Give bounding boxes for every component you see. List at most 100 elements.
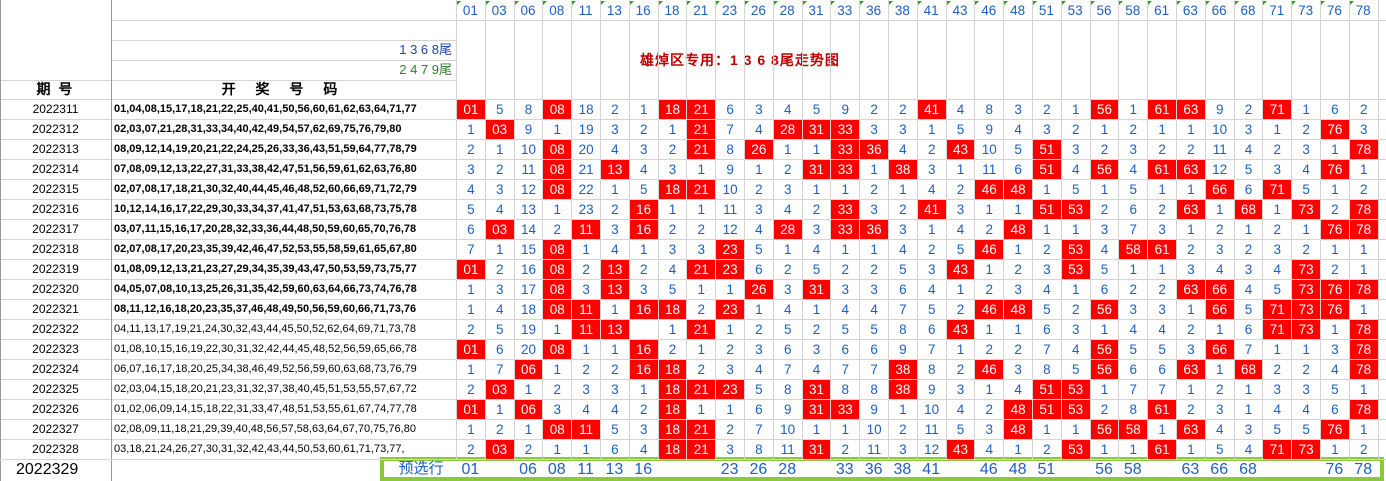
miss-count-cell: 2 <box>1158 282 1166 297</box>
miss-count-cell: 4 <box>668 262 677 277</box>
miss-count-cell: 6 <box>726 102 734 117</box>
miss-count-cell: 5 <box>927 302 936 317</box>
miss-count-cell: 2 <box>726 342 734 357</box>
miss-count-cell: 5 <box>812 262 821 277</box>
column-header-marker <box>1234 1 1239 5</box>
miss-count-cell: 1 <box>1071 102 1080 117</box>
miss-count-cell: 3 <box>1302 142 1310 157</box>
hit-cell: 31 <box>802 380 831 399</box>
column-header: 16 <box>635 3 651 18</box>
miss-count-cell: 2 <box>1100 142 1109 157</box>
column-header-marker <box>485 1 490 5</box>
hit-cell: 11 <box>572 220 600 239</box>
miss-count-cell: 1 <box>1158 182 1166 197</box>
miss-count-cell: 4 <box>812 242 821 257</box>
column-header: 06 <box>520 3 536 18</box>
column-header: 68 <box>1240 3 1256 18</box>
miss-count-cell: 2 <box>956 362 965 377</box>
miss-count-cell: 2 <box>1273 362 1282 377</box>
miss-count-cell: 3 <box>899 122 907 137</box>
miss-count-cell: 2 <box>582 262 590 277</box>
prediction-cell: 51 <box>1037 461 1056 478</box>
miss-count-cell: 5 <box>956 242 965 257</box>
period-cell: 2022323 <box>32 342 79 356</box>
miss-count-cell: 7 <box>726 122 734 137</box>
miss-count-cell: 9 <box>899 342 907 357</box>
miss-count-cell: 5 <box>1071 362 1080 377</box>
hit-cell: 03 <box>485 380 514 399</box>
miss-count-cell: 1 <box>553 322 562 337</box>
miss-count-cell: 3 <box>726 442 734 457</box>
miss-count-cell: 9 <box>783 402 792 417</box>
miss-count-cell: 1 <box>841 182 850 197</box>
miss-count-cell: 3 <box>1273 242 1282 257</box>
miss-count-cell: 1 <box>1014 202 1022 217</box>
miss-count-cell: 8 <box>1129 402 1138 417</box>
miss-count-cell: 11 <box>723 202 738 217</box>
miss-count-cell: 4 <box>783 102 792 117</box>
miss-count-cell: 1 <box>1129 262 1138 277</box>
miss-count-cell: 11 <box>924 422 939 437</box>
column-header-marker <box>1349 1 1354 5</box>
period-cell: 2022324 <box>32 362 79 376</box>
miss-count-cell: 3 <box>639 422 648 437</box>
grid-hline <box>0 219 1386 220</box>
miss-count-cell: 1 <box>467 362 475 377</box>
column-header-marker <box>1148 1 1153 5</box>
hit-cell: 73 <box>1292 280 1320 299</box>
miss-count-cell: 2 <box>985 222 994 237</box>
miss-count-cell: 1 <box>1187 222 1195 237</box>
prediction-cell: 38 <box>893 461 912 478</box>
prediction-cell <box>946 461 975 479</box>
miss-count-cell: 2 <box>697 302 706 317</box>
grid-hline <box>0 179 1386 180</box>
miss-count-cell: 2 <box>812 322 821 337</box>
miss-count-cell: 4 <box>927 282 936 297</box>
column-header-marker <box>629 1 634 5</box>
miss-count-cell: 3 <box>1187 342 1195 357</box>
hit-cell: 38 <box>889 160 917 179</box>
hit-cell: 51 <box>1033 160 1061 179</box>
hit-cell: 18 <box>658 420 687 439</box>
hit-cell: 01 <box>457 340 485 359</box>
miss-count-cell: 1 <box>956 162 965 177</box>
column-header: 56 <box>1096 3 1112 18</box>
miss-count-cell: 2 <box>1100 202 1109 217</box>
miss-count-cell: 4 <box>1129 322 1138 337</box>
miss-count-cell: 2 <box>668 142 677 157</box>
miss-count-cell: 3 <box>755 202 763 217</box>
miss-count-cell: 4 <box>755 122 763 137</box>
miss-count-cell: 4 <box>755 222 763 237</box>
miss-count-cell: 1 <box>1100 122 1109 137</box>
miss-count-cell: 2 <box>639 122 648 137</box>
hit-cell: 78 <box>1349 220 1378 239</box>
miss-count-cell: 20 <box>578 142 594 157</box>
miss-count-cell: 1 <box>1187 382 1195 397</box>
miss-count-cell: 11 <box>1212 142 1227 157</box>
miss-count-cell: 1 <box>783 142 792 157</box>
column-header: 63 <box>1182 3 1198 18</box>
miss-count-cell: 7 <box>1129 382 1138 397</box>
miss-count-cell: 12 <box>924 442 940 457</box>
hit-cell: 73 <box>1292 260 1320 279</box>
column-header-marker <box>1119 1 1124 5</box>
hit-cell: 76 <box>1321 300 1349 319</box>
miss-count-cell: 10 <box>924 402 940 417</box>
miss-count-cell: 1 <box>899 402 907 417</box>
hit-cell: 08 <box>543 280 572 299</box>
miss-count-cell: 10 <box>981 142 997 157</box>
miss-count-cell: 5 <box>1273 422 1282 437</box>
miss-count-cell: 4 <box>1043 282 1051 297</box>
grid-hline <box>456 20 1386 21</box>
miss-count-cell: 1 <box>1359 162 1368 177</box>
miss-count-cell: 1 <box>841 242 850 257</box>
hit-cell: 16 <box>629 360 658 379</box>
hit-cell: 76 <box>1321 160 1349 179</box>
miss-count-cell: 2 <box>639 262 648 277</box>
miss-count-cell: 1 <box>553 122 562 137</box>
miss-count-cell: 2 <box>553 222 562 237</box>
draw-numbers-cell: 07,08,09,12,13,22,27,31,33,38,42,47,51,5… <box>114 163 417 175</box>
miss-count-cell: 1 <box>1215 322 1224 337</box>
column-header-marker <box>572 1 577 5</box>
hit-cell: 13 <box>601 280 629 299</box>
